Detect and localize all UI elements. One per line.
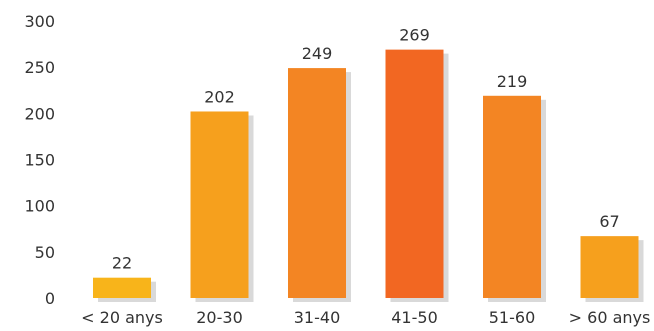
bar-value-label: 249 [302, 44, 333, 63]
bar-value-label: 269 [399, 26, 430, 45]
y-tick-label: 0 [45, 289, 55, 308]
y-tick-label: 100 [24, 197, 55, 216]
x-category-label: 31-40 [294, 308, 341, 327]
y-tick-label: 150 [24, 151, 55, 170]
x-category-label: 41-50 [391, 308, 438, 327]
y-tick-label: 300 [24, 12, 55, 31]
y-axis: 0 50 100 150 200 250 300 [24, 12, 55, 308]
bar [93, 277, 151, 298]
bar-value-label: 22 [112, 254, 132, 273]
bar [483, 95, 541, 298]
x-category-label: > 60 anys [569, 308, 651, 327]
bar [580, 236, 639, 298]
bar-value-label: 219 [497, 72, 528, 91]
bar [190, 111, 249, 298]
bar [288, 68, 346, 298]
bar-value-label: 202 [204, 87, 235, 106]
bar [385, 49, 444, 298]
bar-value-label: 67 [599, 212, 619, 231]
x-category-label: 51-60 [489, 308, 536, 327]
y-tick-label: 50 [35, 243, 55, 262]
x-category-label: 20-30 [196, 308, 243, 327]
x-category-label: < 20 anys [81, 308, 163, 327]
bars-group: 22 202 249 269 219 67 [93, 26, 644, 302]
y-tick-label: 250 [24, 58, 55, 77]
x-axis: < 20 anys 20-30 31-40 41-50 51-60 > 60 anys [81, 308, 650, 327]
y-tick-label: 200 [24, 104, 55, 123]
